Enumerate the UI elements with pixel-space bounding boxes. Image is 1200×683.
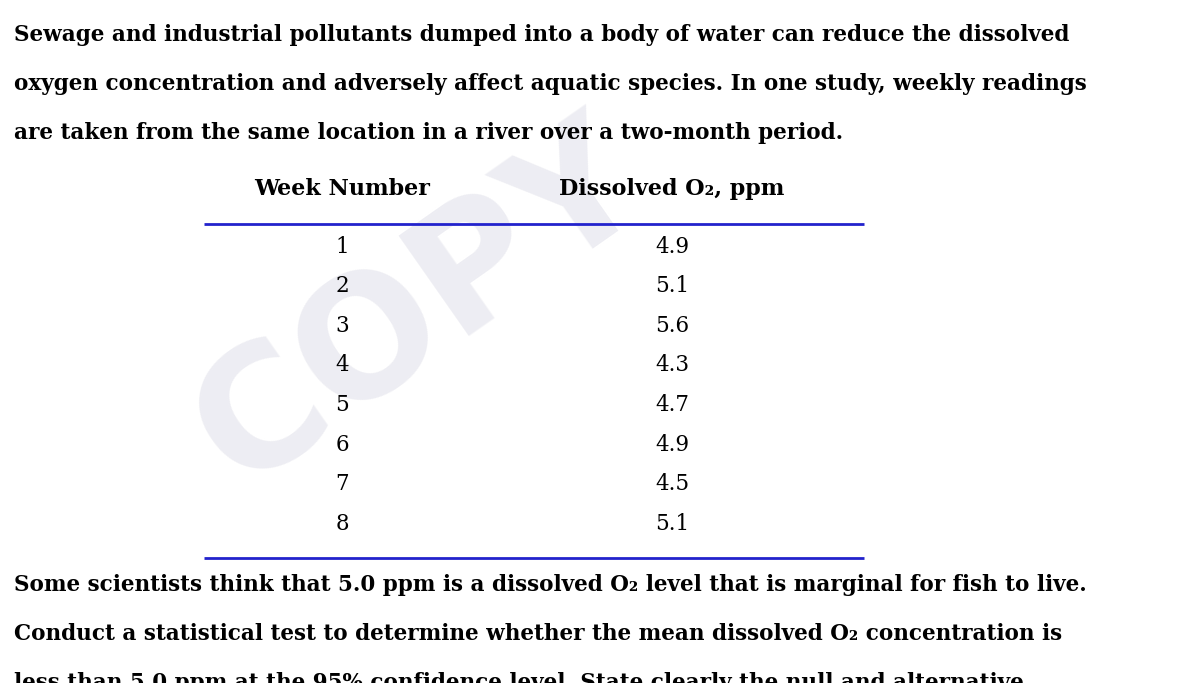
Text: 5.1: 5.1 [655, 513, 689, 535]
Text: Conduct a statistical test to determine whether the mean dissolved O₂ concentrat: Conduct a statistical test to determine … [14, 623, 1062, 645]
Text: 7: 7 [335, 473, 349, 495]
Text: 5.6: 5.6 [655, 315, 689, 337]
Text: 2: 2 [335, 275, 349, 297]
Text: Some scientists think that 5.0 ppm is a dissolved O₂ level that is marginal for : Some scientists think that 5.0 ppm is a … [14, 574, 1087, 596]
Text: oxygen concentration and adversely affect aquatic species. In one study, weekly : oxygen concentration and adversely affec… [14, 73, 1087, 95]
Text: 4.9: 4.9 [655, 434, 689, 456]
Text: 5.1: 5.1 [655, 275, 689, 297]
Text: 4.7: 4.7 [655, 394, 689, 416]
Text: less than 5.0 ppm at the 95% confidence level. State clearly the null and altern: less than 5.0 ppm at the 95% confidence … [14, 672, 1024, 683]
Text: 1: 1 [335, 236, 349, 257]
Text: Sewage and industrial pollutants dumped into a body of water can reduce the diss: Sewage and industrial pollutants dumped … [14, 24, 1069, 46]
Text: 4.5: 4.5 [655, 473, 689, 495]
Text: 4.9: 4.9 [655, 236, 689, 257]
Text: 4: 4 [335, 354, 349, 376]
Text: 3: 3 [335, 315, 349, 337]
Text: 8: 8 [335, 513, 349, 535]
Text: 4.3: 4.3 [655, 354, 689, 376]
Text: are taken from the same location in a river over a two-month period.: are taken from the same location in a ri… [14, 122, 844, 144]
Text: Week Number: Week Number [254, 178, 430, 199]
Text: COPY: COPY [166, 96, 674, 519]
Text: 6: 6 [335, 434, 349, 456]
Text: Dissolved O₂, ppm: Dissolved O₂, ppm [559, 178, 785, 199]
Text: 5: 5 [335, 394, 349, 416]
